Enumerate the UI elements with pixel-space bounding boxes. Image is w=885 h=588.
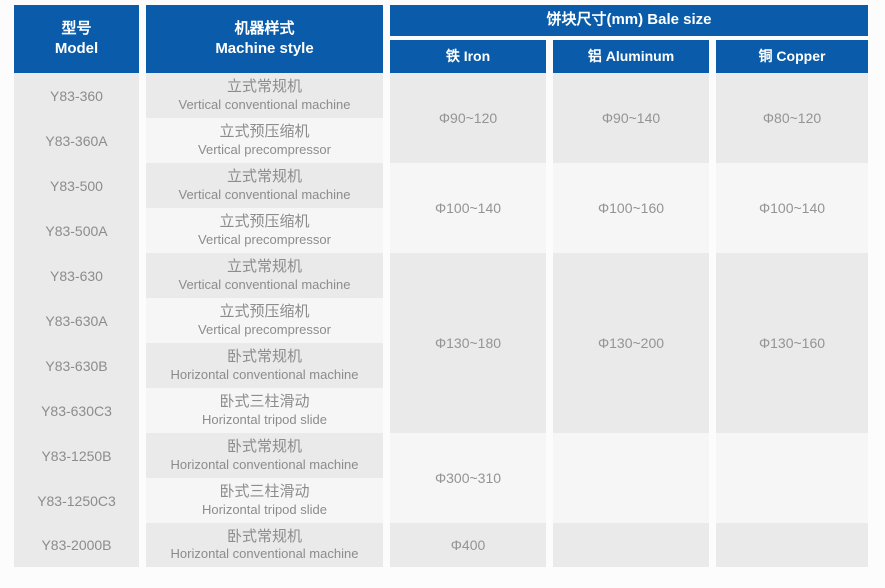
machine-style-cell: 立式常规机 Vertical conventional machine — [146, 163, 383, 208]
machine-style-cell: 立式预压缩机 Vertical precompressor — [146, 118, 383, 163]
header-bale-size: 饼块尺寸(mm) Bale size — [390, 5, 868, 36]
machine-style-en: Vertical precompressor — [198, 231, 331, 247]
machine-style-zh: 立式预压缩机 — [219, 213, 310, 230]
machine-style-zh: 立式常规机 — [226, 168, 302, 185]
header-machine-style: 机器样式 Machine style — [146, 5, 383, 73]
machine-style-zh: 立式预压缩机 — [219, 303, 310, 320]
header-model-en: Model — [54, 40, 99, 57]
header-model-zh: 型号 — [61, 19, 92, 37]
machine-style-en: Vertical precompressor — [198, 141, 331, 157]
size-cell-aluminum — [553, 433, 709, 523]
size-cell-copper: Φ80~120 — [716, 73, 868, 163]
machine-style-cell: 立式预压缩机 Vertical precompressor — [146, 298, 383, 343]
header-model: 型号 Model — [14, 5, 139, 73]
machine-style-cell: 立式预压缩机 Vertical precompressor — [146, 208, 383, 253]
size-cell-iron: Φ100~140 — [390, 163, 546, 253]
model-cell: Y83-500A — [14, 208, 139, 253]
machine-style-zh: 立式常规机 — [226, 258, 302, 275]
model-cell: Y83-2000B — [14, 523, 139, 567]
machine-style-zh: 卧式三柱滑动 — [219, 393, 310, 410]
model-cell: Y83-1250C3 — [14, 478, 139, 523]
machine-style-zh: 卧式常规机 — [226, 438, 302, 455]
header-copper: 铜 Copper — [716, 40, 868, 73]
size-cell-iron: Φ300~310 — [390, 433, 546, 523]
machine-style-zh: 卧式常规机 — [226, 348, 302, 365]
machine-style-en: Horizontal tripod slide — [201, 411, 327, 427]
size-cell-aluminum: Φ90~140 — [553, 73, 709, 163]
machine-style-zh: 卧式三柱滑动 — [219, 483, 310, 500]
size-cell-iron: Φ130~180 — [390, 253, 546, 433]
machine-style-zh: 立式常规机 — [226, 78, 302, 95]
machine-style-cell: 卧式三柱滑动 Horizontal tripod slide — [146, 478, 383, 523]
model-cell: Y83-630 — [14, 253, 139, 298]
machine-style-en: Horizontal tripod slide — [201, 501, 327, 517]
model-cell: Y83-500 — [14, 163, 139, 208]
header-aluminum: 铝 Aluminum — [553, 40, 709, 73]
header-machine-en: Machine style — [215, 40, 314, 57]
model-cell: Y83-1250B — [14, 433, 139, 478]
model-cell: Y83-630C3 — [14, 388, 139, 433]
machine-style-cell: 立式常规机 Vertical conventional machine — [146, 253, 383, 298]
machine-style-en: Horizontal conventional machine — [170, 546, 359, 562]
size-cell-aluminum — [553, 523, 709, 567]
size-cell-iron: Φ400 — [390, 523, 546, 567]
machine-style-zh: 卧式常规机 — [226, 527, 302, 545]
machine-style-cell: 卧式三柱滑动 Horizontal tripod slide — [146, 388, 383, 433]
model-cell: Y83-630A — [14, 298, 139, 343]
machine-style-en: Vertical conventional machine — [178, 186, 351, 202]
machine-style-en: Vertical precompressor — [198, 321, 331, 337]
machine-style-en: Vertical conventional machine — [178, 276, 351, 292]
size-cell-copper: Φ100~140 — [716, 163, 868, 253]
size-cell-aluminum: Φ100~160 — [553, 163, 709, 253]
model-cell: Y83-630B — [14, 343, 139, 388]
size-cell-copper — [716, 433, 868, 523]
machine-style-cell: 卧式常规机 Horizontal conventional machine — [146, 523, 383, 567]
size-cell-aluminum: Φ130~200 — [553, 253, 709, 433]
machine-style-cell: 立式常规机 Vertical conventional machine — [146, 73, 383, 118]
model-cell: Y83-360A — [14, 118, 139, 163]
machine-style-zh: 立式预压缩机 — [219, 123, 310, 140]
machine-style-en: Horizontal conventional machine — [170, 366, 359, 382]
header-machine-zh: 机器样式 — [234, 19, 295, 37]
size-cell-iron: Φ90~120 — [390, 73, 546, 163]
size-cell-copper: Φ130~160 — [716, 253, 868, 433]
header-iron: 铁 Iron — [390, 40, 546, 73]
machine-style-en: Horizontal conventional machine — [170, 456, 359, 472]
machine-style-cell: 卧式常规机 Horizontal conventional machine — [146, 433, 383, 478]
machine-style-en: Vertical conventional machine — [178, 96, 351, 112]
size-cell-copper — [716, 523, 868, 567]
machine-spec-table: 型号 Model 机器样式 Machine style 饼块尺寸(mm) Bal… — [14, 5, 868, 567]
machine-style-cell: 卧式常规机 Horizontal conventional machine — [146, 343, 383, 388]
model-cell: Y83-360 — [14, 73, 139, 118]
